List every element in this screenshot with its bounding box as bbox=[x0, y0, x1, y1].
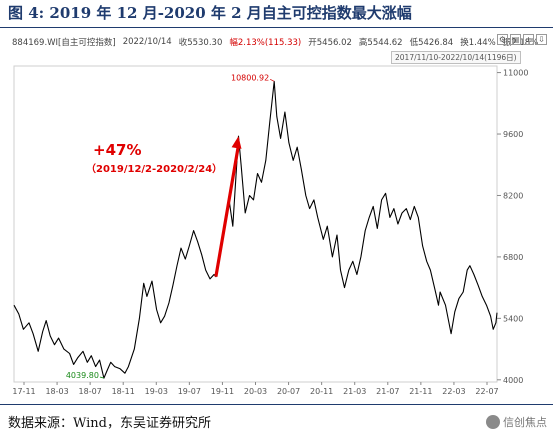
min-point-marker bbox=[99, 376, 105, 379]
low-value: 低5426.84 bbox=[409, 38, 454, 48]
x-tick-label: 19-07 bbox=[178, 387, 201, 396]
zoom-icon[interactable]: ± bbox=[523, 34, 534, 45]
index-series-line bbox=[13, 80, 498, 379]
x-tick-label: 22-07 bbox=[475, 387, 498, 396]
x-tick-label: 19-03 bbox=[145, 387, 168, 396]
y-tick-label: 5400 bbox=[503, 314, 523, 323]
y-tick-label: 8200 bbox=[503, 191, 523, 200]
x-tick-label: 20-11 bbox=[310, 387, 333, 396]
quote-date: 2022/10/14 bbox=[122, 37, 172, 47]
chart-type-icon[interactable]: ▤ bbox=[510, 34, 521, 45]
gain-arrow-head bbox=[231, 136, 242, 149]
export-icon[interactable]: ⇩ bbox=[536, 34, 547, 45]
gain-percent-label: +47% bbox=[93, 141, 141, 159]
index-code: 884169.WI[自主可控指数] bbox=[12, 38, 116, 48]
gain-arrow-shaft bbox=[214, 144, 241, 277]
x-tick-label: 21-03 bbox=[343, 387, 366, 396]
x-tick-label: 17-11 bbox=[12, 387, 35, 396]
turnover-value: 换1.44% bbox=[460, 38, 496, 48]
plot-frame bbox=[13, 65, 498, 383]
open-value: 开5456.02 bbox=[308, 38, 352, 48]
toolbar-icons: ⚙ ▤ ± ⇩ bbox=[497, 34, 549, 48]
x-tick-label: 20-07 bbox=[277, 387, 300, 396]
change-value: 幅2.13%(115.33) bbox=[229, 38, 302, 48]
figure-title: 图 4: 2019 年 12 月-2020 年 2 月自主可控指数最大涨幅 bbox=[8, 4, 412, 22]
max-point-marker bbox=[269, 78, 275, 82]
source-note: 数据来源：Wind，东吴证券研究所 bbox=[8, 416, 211, 431]
y-tick-label: 11000 bbox=[503, 69, 528, 78]
settings-icon[interactable]: ⚙ bbox=[497, 34, 508, 45]
source-divider bbox=[0, 404, 553, 405]
x-tick-label: 20-03 bbox=[244, 387, 267, 396]
wechat-logo-icon bbox=[486, 415, 500, 429]
watermark-text: 信创焦点 bbox=[503, 416, 547, 429]
max-point-label: 10800.92 bbox=[231, 73, 269, 82]
x-tick-label: 18-03 bbox=[45, 387, 68, 396]
y-tick-label: 6800 bbox=[503, 253, 523, 262]
min-point-label: 4039.80 bbox=[66, 371, 99, 380]
gain-period-label: （2019/12/2-2020/2/24） bbox=[86, 162, 222, 175]
high-value: 高5544.62 bbox=[358, 38, 403, 48]
y-tick-label: 4000 bbox=[503, 376, 523, 385]
date-range: 2017/11/10-2022/10/14(1196日) bbox=[391, 51, 521, 64]
y-tick-label: 9600 bbox=[503, 130, 523, 139]
x-tick-label: 18-11 bbox=[112, 387, 135, 396]
x-tick-label: 21-07 bbox=[376, 387, 399, 396]
title-divider bbox=[0, 27, 553, 28]
watermark: 信创焦点 bbox=[486, 414, 547, 430]
x-tick-label: 21-11 bbox=[409, 387, 432, 396]
x-tick-label: 18-07 bbox=[79, 387, 102, 396]
x-tick-label: 19-11 bbox=[211, 387, 234, 396]
close-value: 收5530.30 bbox=[178, 38, 223, 48]
x-tick-label: 22-03 bbox=[442, 387, 465, 396]
